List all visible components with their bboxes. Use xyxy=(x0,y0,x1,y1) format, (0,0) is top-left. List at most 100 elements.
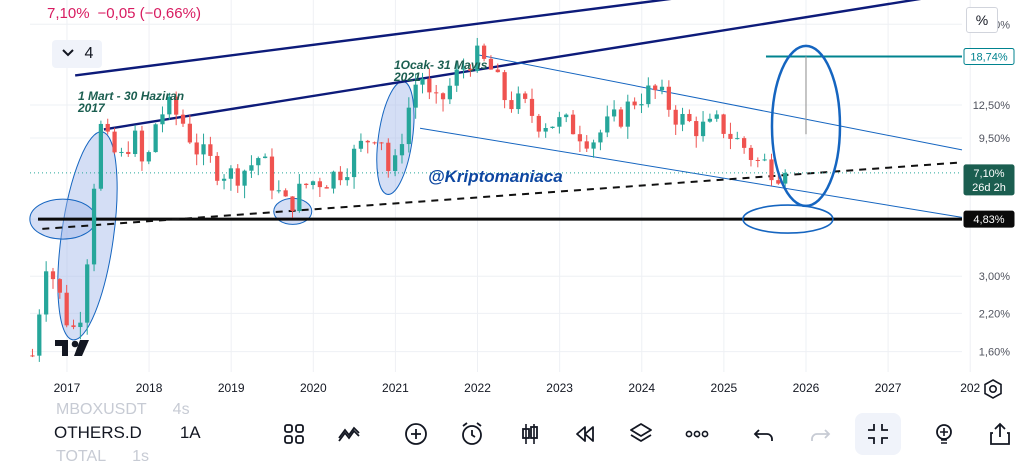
annotation-2017: 2017 xyxy=(77,101,106,115)
target-price-tag-text: 18,74% xyxy=(970,51,1008,63)
share-icon[interactable] xyxy=(983,417,1017,451)
candle-body xyxy=(776,180,781,184)
candle-body xyxy=(324,187,329,189)
next-interval: 1s xyxy=(132,448,149,465)
candle-body xyxy=(85,264,90,323)
candle-body xyxy=(694,121,699,137)
channel-bottom xyxy=(419,127,963,218)
candle-body xyxy=(167,96,172,115)
chart-canvas[interactable]: 24,50%12,50%9,50%4,50%3,00%2,20%1,60%18,… xyxy=(0,0,1024,405)
time-tick-label: 2019 xyxy=(218,381,245,395)
candle-body xyxy=(434,92,439,94)
logo-shape-dot xyxy=(71,340,79,348)
candle-body xyxy=(481,45,487,59)
candle-body xyxy=(290,196,295,212)
candle-body xyxy=(550,126,555,129)
change-value: −0,05 (−0,66%) xyxy=(97,5,201,22)
candle-body xyxy=(71,325,76,328)
more-dots-icon[interactable] xyxy=(680,417,714,451)
annotation-2021: 1Ocak- 31 Mayıs xyxy=(394,58,488,72)
layers-icon[interactable] xyxy=(624,417,658,451)
candle-body xyxy=(153,124,158,153)
candle-body xyxy=(653,85,658,91)
candle-body xyxy=(687,113,692,122)
candle-body xyxy=(98,123,104,189)
layout-grid-icon[interactable] xyxy=(277,417,311,451)
time-tick-label: 2023 xyxy=(546,381,573,395)
candle-body xyxy=(399,144,405,156)
interval-name: 1A xyxy=(179,423,201,442)
candle-body xyxy=(78,322,83,328)
watermark-handle: @Kriptomaniaca xyxy=(428,167,563,186)
candle-body xyxy=(529,98,535,116)
idea-lightbulb-icon[interactable] xyxy=(927,417,961,451)
upper-trend-a xyxy=(103,0,922,131)
candle-body xyxy=(728,133,733,139)
add-plus-icon[interactable] xyxy=(399,417,433,451)
candle-body xyxy=(639,104,644,106)
time-tick-label: 2022 xyxy=(464,381,491,395)
candle-body xyxy=(618,109,624,127)
candle-body xyxy=(146,152,151,162)
channel-top xyxy=(477,54,963,151)
support-price-tag-text: 4,83% xyxy=(973,214,1004,226)
candle-body xyxy=(358,140,364,149)
current-price-tag-text: 26d 2h xyxy=(972,182,1006,194)
candle-body xyxy=(57,279,62,293)
undo-icon[interactable] xyxy=(747,417,781,451)
candle-body xyxy=(680,113,685,125)
candle-body xyxy=(215,155,220,181)
ellipse-2021-run xyxy=(376,80,415,195)
candle-body xyxy=(50,271,56,280)
price-tick-label: 12,50% xyxy=(973,100,1011,112)
candle-body xyxy=(317,181,322,188)
symbol-selector[interactable]: OTHERS.D 1A xyxy=(54,423,201,443)
candle-body xyxy=(721,114,726,134)
candle-body xyxy=(126,151,131,155)
candle-body xyxy=(242,170,247,186)
chevron-down-icon xyxy=(61,45,75,63)
upper-trend-b xyxy=(75,0,672,77)
candle-body xyxy=(632,101,637,106)
time-tick-label: 2024 xyxy=(628,381,655,395)
collapse-fullscreen-icon[interactable] xyxy=(855,413,901,455)
price-tick-label: 9,50% xyxy=(979,133,1010,145)
replay-rewind-icon[interactable] xyxy=(568,417,602,451)
candle-body xyxy=(304,183,309,186)
percent-scale-button[interactable]: % xyxy=(966,7,998,33)
candle-body xyxy=(119,151,124,153)
support-price-tag-bg xyxy=(963,210,1015,228)
candle-body xyxy=(345,177,350,181)
candle-body xyxy=(755,159,760,161)
time-tick-label: 2017 xyxy=(54,381,81,395)
candle-body xyxy=(783,172,788,184)
chart-settings-icon[interactable] xyxy=(982,378,1004,400)
candle-body xyxy=(351,148,357,178)
indicators-icon[interactable] xyxy=(332,417,366,451)
alarm-clock-icon[interactable] xyxy=(455,417,489,451)
header-quote: 7,10% −0,05 (−0,66%) xyxy=(47,5,201,22)
next-symbol: TOTAL xyxy=(56,448,107,465)
redo-icon[interactable] xyxy=(803,417,837,451)
last-value: 7,10% xyxy=(47,5,90,22)
next-symbol-row[interactable]: TOTAL 1s xyxy=(56,448,149,466)
candles-type-icon[interactable] xyxy=(513,417,547,451)
price-tick-label: 2,20% xyxy=(979,308,1010,320)
candle-body xyxy=(235,168,240,186)
candle-body xyxy=(310,181,316,186)
collapse-legend-button[interactable]: 4 xyxy=(52,40,102,68)
previous-symbol-row[interactable]: MBOXUSDT 4s xyxy=(56,401,190,419)
candle-body xyxy=(475,45,480,72)
candle-body xyxy=(386,142,391,172)
time-tick-label: 2020 xyxy=(300,381,327,395)
time-tick-label: 2027 xyxy=(875,381,902,395)
candle-body xyxy=(372,142,377,144)
candle-body xyxy=(495,69,500,73)
time-tick-label: 2025 xyxy=(711,381,738,395)
candle-body xyxy=(659,86,665,91)
candle-body xyxy=(666,86,671,110)
price-tick-label: 1,60% xyxy=(979,347,1010,359)
candle-body xyxy=(30,355,35,357)
tradingview-logo xyxy=(55,340,89,356)
price-axis: 24,50%12,50%9,50%4,50%3,00%2,20%1,60%18,… xyxy=(963,19,1015,359)
